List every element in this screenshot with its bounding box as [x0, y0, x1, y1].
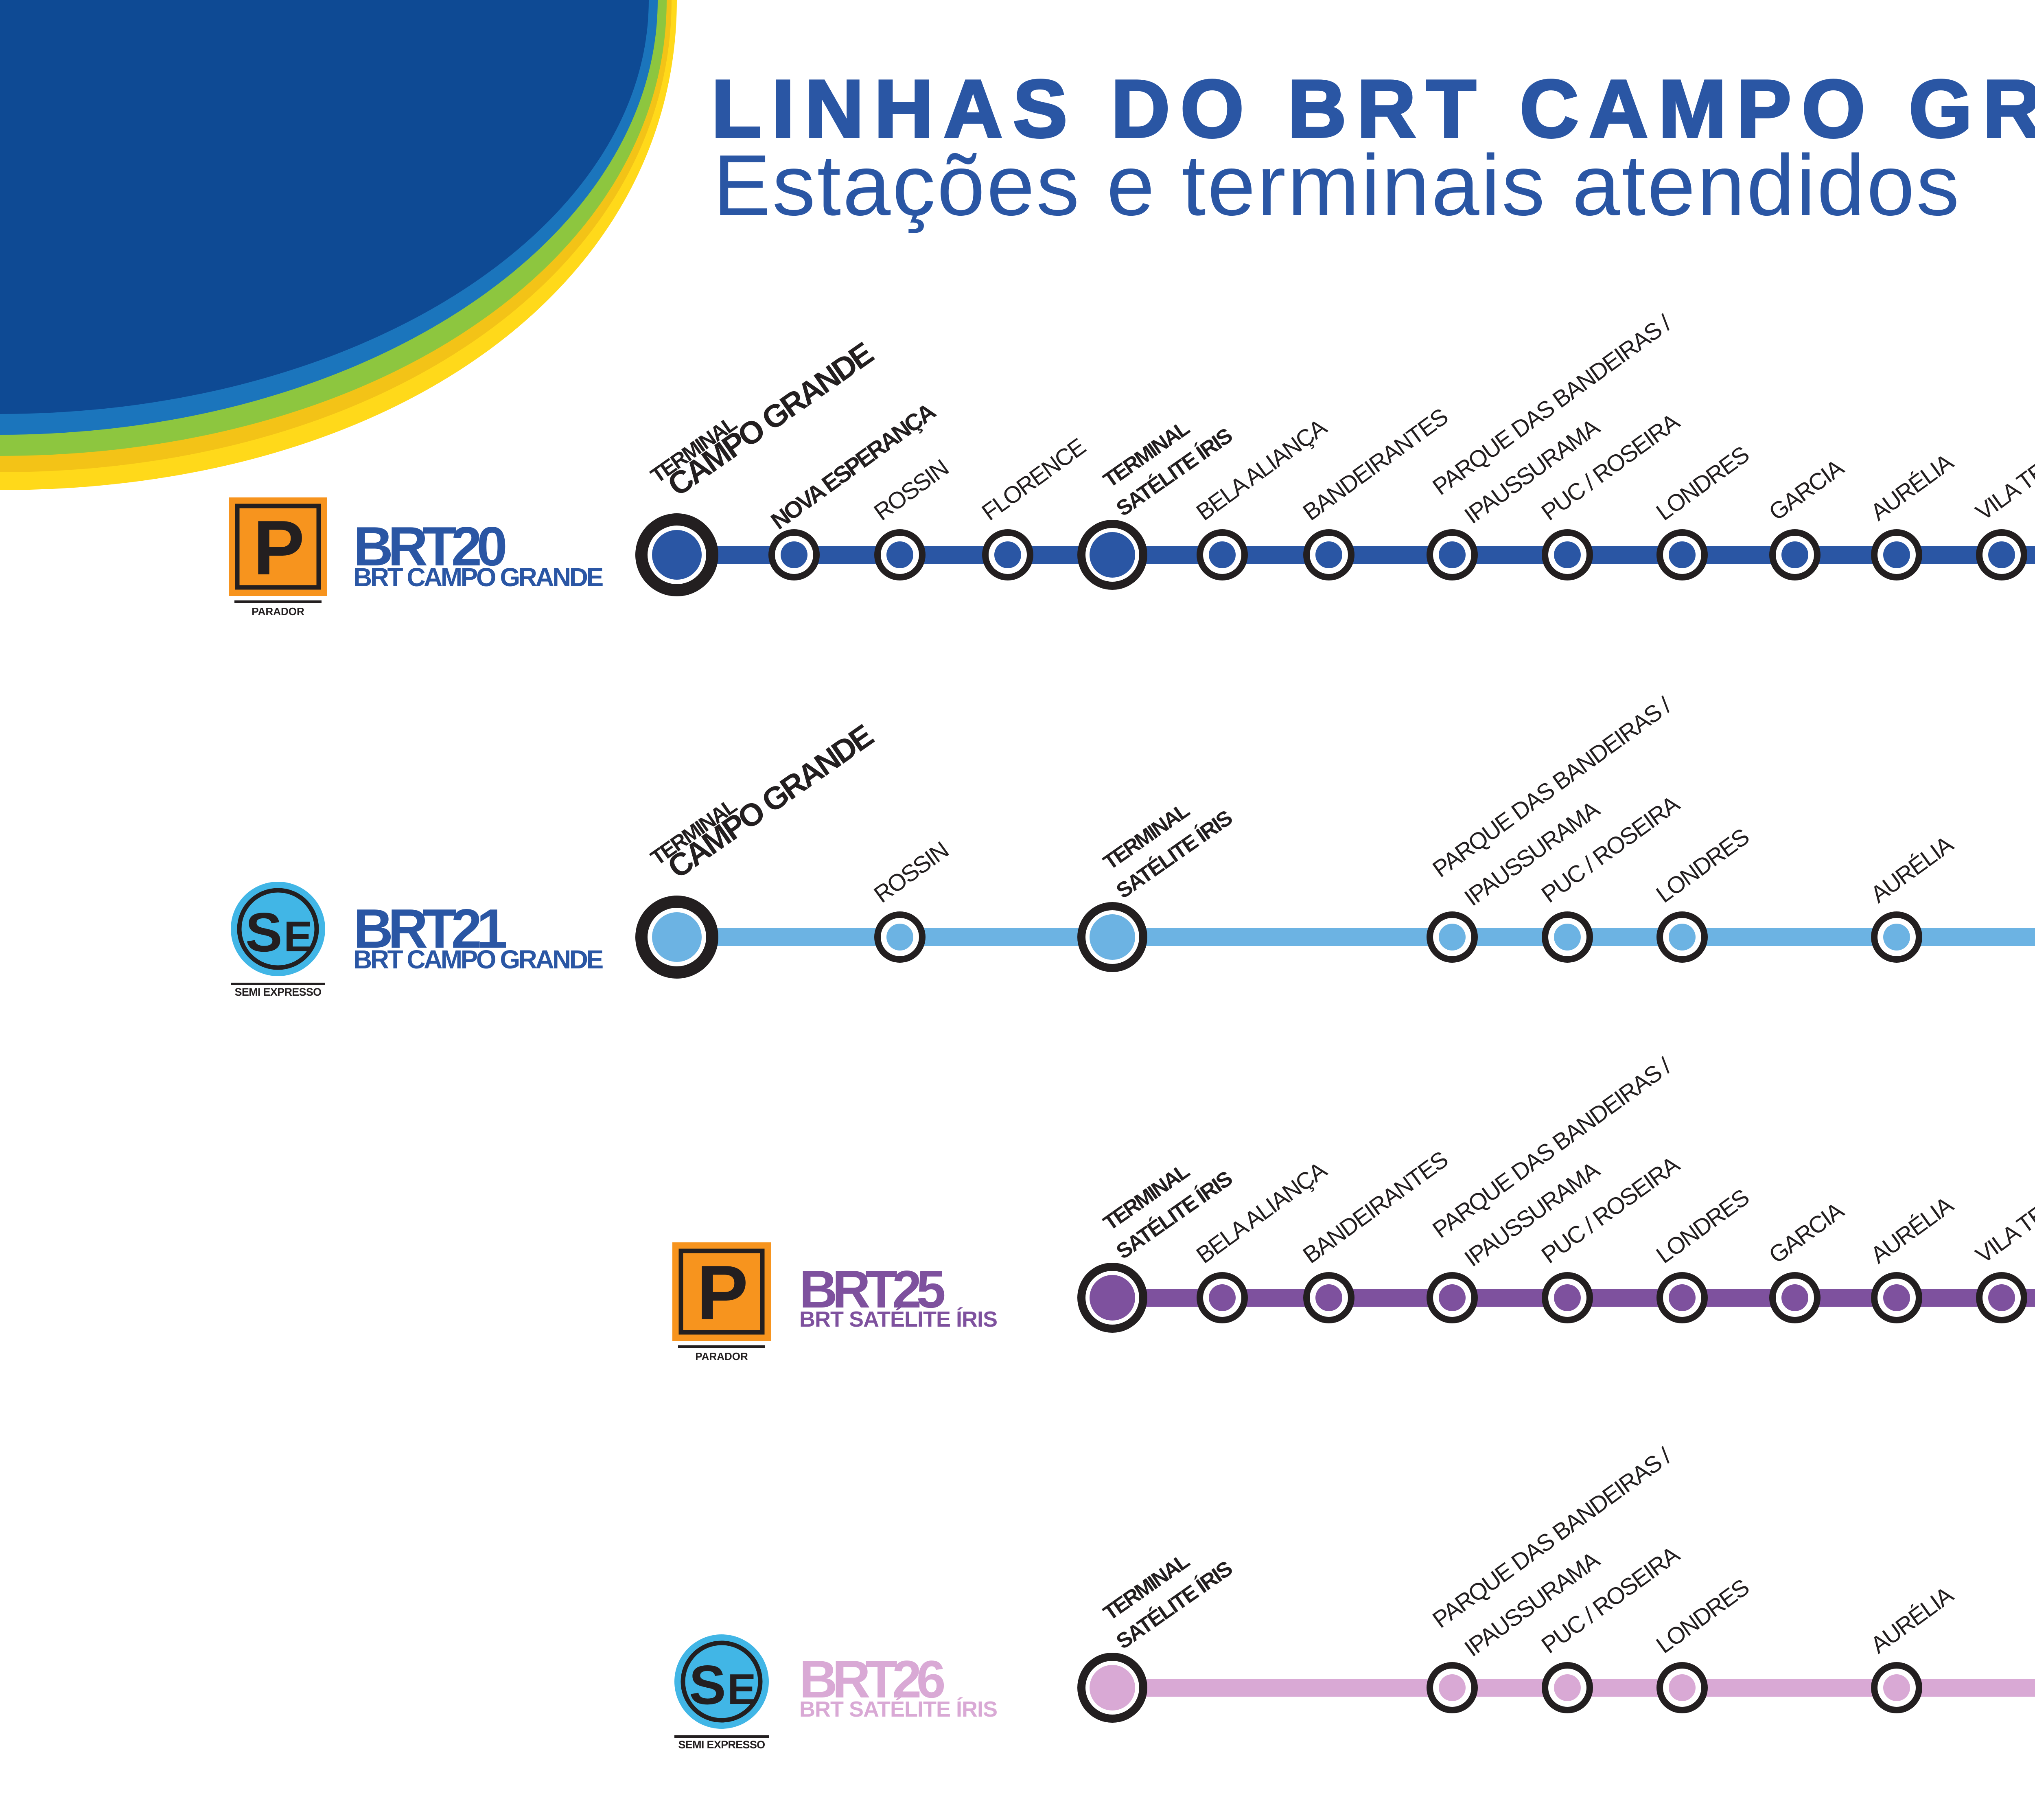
svg-text:P: P — [697, 1250, 748, 1336]
svg-text:BRT SATÉLITE ÍRIS: BRT SATÉLITE ÍRIS — [799, 1697, 997, 1721]
svg-text:S: S — [245, 901, 282, 963]
svg-text:E: E — [284, 913, 313, 961]
svg-text:SEMI EXPRESSO: SEMI EXPRESSO — [235, 986, 322, 998]
svg-text:BRT CAMPO GRANDE: BRT CAMPO GRANDE — [353, 945, 603, 974]
svg-text:BRT CAMPO GRANDE: BRT CAMPO GRANDE — [353, 563, 603, 592]
svg-text:E: E — [727, 1665, 756, 1713]
svg-text:BRT26: BRT26 — [799, 1649, 944, 1709]
svg-text:PARADOR: PARADOR — [252, 605, 304, 618]
svg-text:PARADOR: PARADOR — [695, 1350, 748, 1362]
svg-text:Estações e terminais atendidos: Estações e terminais atendidos — [713, 137, 1961, 233]
svg-text:BRT20: BRT20 — [353, 515, 505, 577]
svg-text:LINHAS DO BRT CAMPO GRANDE: LINHAS DO BRT CAMPO GRANDE — [711, 64, 2035, 154]
svg-text:SEMI EXPRESSO: SEMI EXPRESSO — [678, 1739, 765, 1751]
svg-text:BRT21: BRT21 — [353, 898, 506, 959]
svg-text:BRT SATÉLITE ÍRIS: BRT SATÉLITE ÍRIS — [799, 1307, 997, 1332]
svg-text:S: S — [689, 1654, 726, 1716]
svg-text:BRT25: BRT25 — [799, 1259, 944, 1319]
svg-text:P: P — [253, 505, 305, 591]
